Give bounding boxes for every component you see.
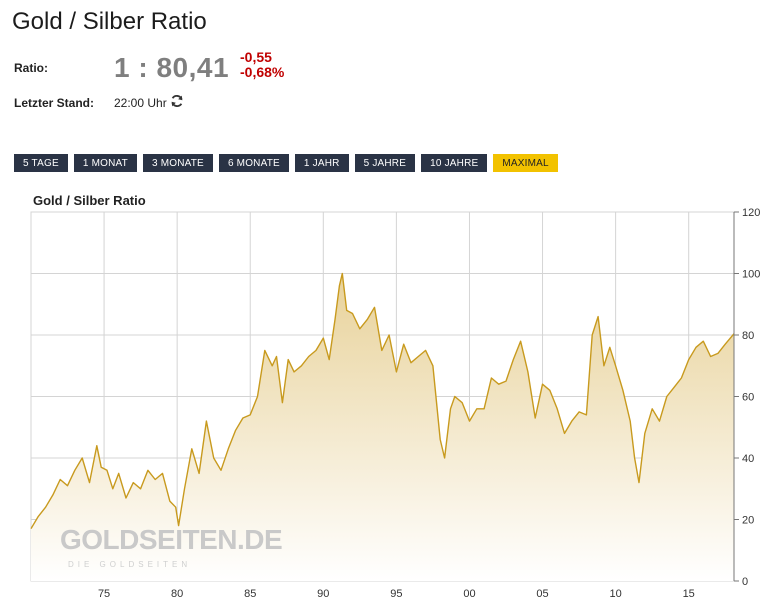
watermark-brand: GOLDSEITEN.DE <box>60 524 282 555</box>
refresh-icon[interactable] <box>170 94 184 108</box>
y-tick-label: 120 <box>742 207 760 219</box>
watermark-tagline: DIE GOLDSEITEN <box>68 560 191 569</box>
chart-title: Gold / Silber Ratio <box>33 193 146 208</box>
range-button-1-jahr[interactable]: 1 JAHR <box>294 154 349 172</box>
x-tick-label: 10 <box>609 588 621 600</box>
last-update-label: Letzter Stand: <box>14 96 95 110</box>
x-tick-label: 00 <box>463 588 475 600</box>
ratio-chart: Gold / Silber Ratio GOLDSEITEN.DE DIE GO… <box>0 185 767 602</box>
x-tick-label: 05 <box>536 588 548 600</box>
range-button-6-monate[interactable]: 6 MONATE <box>218 154 289 172</box>
change-absolute: -0,55 <box>240 49 272 65</box>
x-tick-label: 90 <box>317 588 329 600</box>
ratio-line <box>30 272 735 530</box>
range-button-1-monat[interactable]: 1 MONAT <box>73 154 137 172</box>
change-box: -0,55 -0,68% <box>240 50 284 80</box>
last-update-time: 22:00 Uhr <box>114 96 167 110</box>
y-tick-label: 80 <box>742 330 754 342</box>
range-button-5-tage[interactable]: 5 TAGE <box>14 154 68 172</box>
y-tick-label: 40 <box>742 453 754 465</box>
x-tick-label: 15 <box>683 588 695 600</box>
page-title: Gold / Silber Ratio <box>12 8 207 35</box>
x-tick-label: 75 <box>98 588 110 600</box>
range-button-3-monate[interactable]: 3 MONATE <box>142 154 213 172</box>
ratio-label: Ratio: <box>14 61 48 75</box>
range-button-5-jahre[interactable]: 5 JAHRE <box>354 154 416 172</box>
range-button-10-jahre[interactable]: 10 JAHRE <box>421 154 488 172</box>
y-tick-label: 100 <box>742 269 760 281</box>
x-tick-label: 95 <box>390 588 402 600</box>
y-tick-label: 20 <box>742 515 754 527</box>
ratio-chart-svg: Gold / Silber Ratio GOLDSEITEN.DE DIE GO… <box>30 193 760 600</box>
range-selector: 5 TAGE 1 MONAT 3 MONATE 6 MONATE 1 JAHR … <box>14 154 558 172</box>
range-button-maximal[interactable]: MAXIMAL <box>493 154 558 172</box>
ratio-area-fill <box>31 273 734 581</box>
goldseiten-watermark: GOLDSEITEN.DE DIE GOLDSEITEN <box>60 524 283 569</box>
y-tick-label: 0 <box>742 576 748 588</box>
chart-axes: 0 20 40 60 80 100 120 75 80 85 90 95 00 05 10 15 <box>98 207 760 600</box>
x-tick-label: 85 <box>244 588 256 600</box>
ratio-value: 1 : 80,41 <box>114 52 230 83</box>
y-tick-label: 60 <box>742 392 754 404</box>
change-percent: -0,68% <box>240 64 285 80</box>
x-tick-label: 80 <box>171 588 183 600</box>
